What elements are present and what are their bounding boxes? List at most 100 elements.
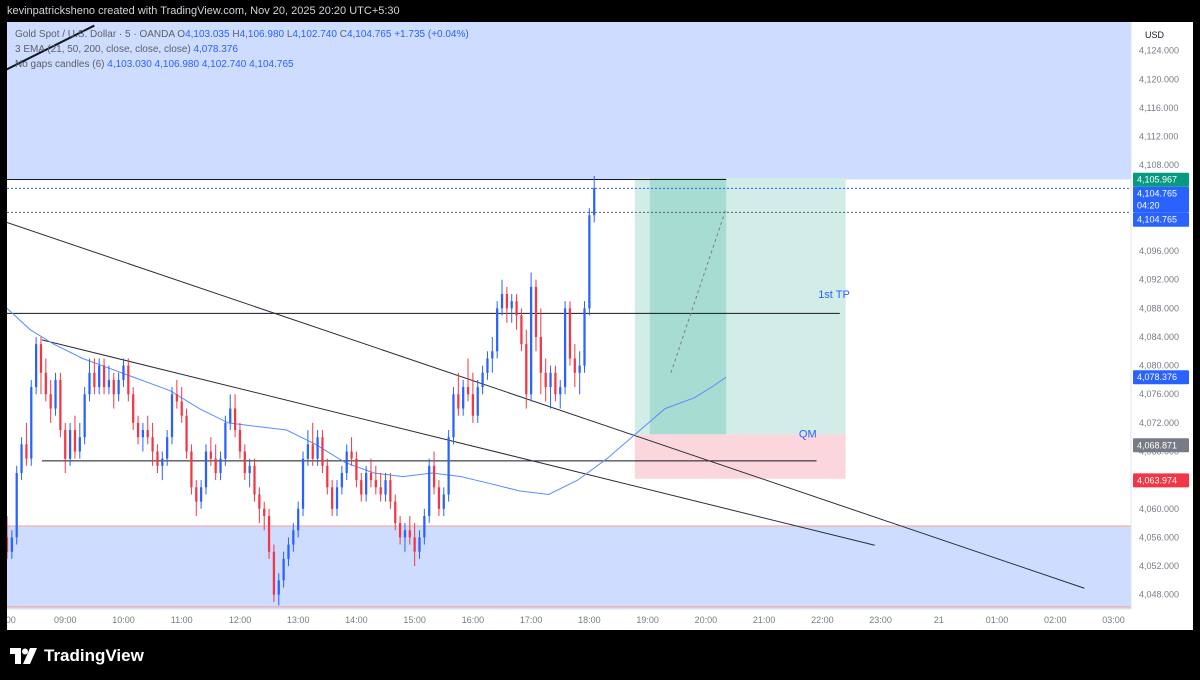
tradingview-logo-icon [10,648,37,664]
price-chart[interactable]: 1st TP QM 4,048.000 4,052.000 4,056.000 4,06… [7,22,1193,630]
annotation-label-1: QM [799,428,817,440]
price-axis[interactable]: 4,048.000 4,052.000 4,056.000 4,060.000 4,06… [1130,22,1193,630]
candle [78,422,81,459]
candle [233,394,237,438]
candle [39,336,43,395]
price-tag-label-4: 4,068.871 [1137,440,1177,450]
candle [486,351,489,380]
trendline-1 [41,339,875,546]
time-tick-label: 20:00 [695,615,718,625]
candle [539,308,542,395]
candle-body [369,472,373,481]
price-tick-label: 4,080.000 [1139,361,1179,371]
candle [428,458,431,524]
long-position-tool[interactable] [634,178,846,479]
time-tick-label: 11:00 [171,615,193,625]
time-tick-label: 09:00 [54,615,77,625]
candle-body [30,387,33,459]
candle-body [544,372,547,388]
candle [54,372,57,416]
legend-ema-row: 3 EMA (21, 50, 200, close, close, close)… [15,42,469,57]
candle-body [88,372,91,395]
candle [345,444,348,481]
candle [132,387,135,431]
candle-body [471,394,475,416]
candle [374,465,377,495]
candle [253,458,256,502]
candle-body [132,394,135,423]
candle-body [452,394,455,438]
trendline-0 [7,221,1085,589]
snapshot-caption: kevinpatricksheno created with TradingVi… [7,5,400,17]
candle-body [476,387,479,416]
candle-body [233,408,237,431]
candle-body [175,394,178,402]
candle [229,394,232,431]
candle-body [549,372,552,388]
time-axis[interactable]: 8:00 09:00 10:00 11:00 12:00 13:00 14:00 15:00 1… [7,608,1193,630]
candle [122,358,125,388]
price-tick-label: 4,084.000 [1139,332,1179,342]
candle-body [403,530,407,538]
candle-body [161,458,164,466]
candle-body [185,415,188,452]
price-tick-label: 4,088.000 [1139,303,1179,313]
candle [471,372,475,423]
candle-body [83,394,86,438]
ohlc-change: +1.735 (+0.04%) [394,29,469,40]
candle [369,458,373,488]
candle [258,487,261,524]
candle-body [122,365,125,380]
candle-body [408,530,411,538]
price-tag-5 [1133,473,1189,488]
candle-body [442,494,445,509]
candle-body [539,336,542,373]
candle [379,472,382,502]
candle [457,372,460,416]
price-tick-label: 4,052.000 [1139,561,1179,571]
candle [30,379,33,466]
annotations: 1st TP QM [799,289,850,441]
candle-body [272,551,276,595]
candle [151,422,154,466]
candle-body [112,379,115,395]
candle-body [364,472,368,495]
zones-layer [7,22,1131,609]
candle [263,501,266,531]
candle [432,451,436,495]
candle [529,272,533,402]
price-tick-label: 4,116.000 [1139,103,1178,113]
candle [287,537,290,567]
price-tag-4 [1133,438,1189,453]
candle-body [219,458,222,473]
candle [272,544,276,602]
candle [277,573,280,606]
candle-body [457,394,460,409]
trendlines [7,24,1085,589]
time-tick-label: 15:00 [403,615,426,625]
price-tick-label: 4,112.000 [1139,132,1178,142]
price-tag-label-5: 4,063.974 [1137,475,1177,485]
candle-body [432,465,436,488]
price-tick-label: 4,060.000 [1139,504,1179,514]
candle [20,437,23,481]
candle [321,430,324,473]
candle-body [136,422,140,438]
candle-body [102,365,106,388]
candle-body [141,430,145,438]
candle-body [428,465,431,516]
chart-area[interactable]: 1st TP QM 4,048.000 4,052.000 4,056.000 4,06… [7,22,1193,630]
candle-body [20,444,23,473]
price-tick-label: 4,048.000 [1139,590,1179,600]
candle [335,480,339,516]
candle [243,444,246,481]
price-tick-label: 4,096.000 [1139,246,1179,256]
ema-label: 3 EMA (21, 50, 200, close, close, close) [15,44,191,55]
candle-body [243,451,246,473]
candle [127,358,130,402]
candle [408,515,411,545]
candle [156,444,159,473]
candle [593,175,596,223]
candle-body [510,301,513,309]
candle-body [156,451,159,466]
